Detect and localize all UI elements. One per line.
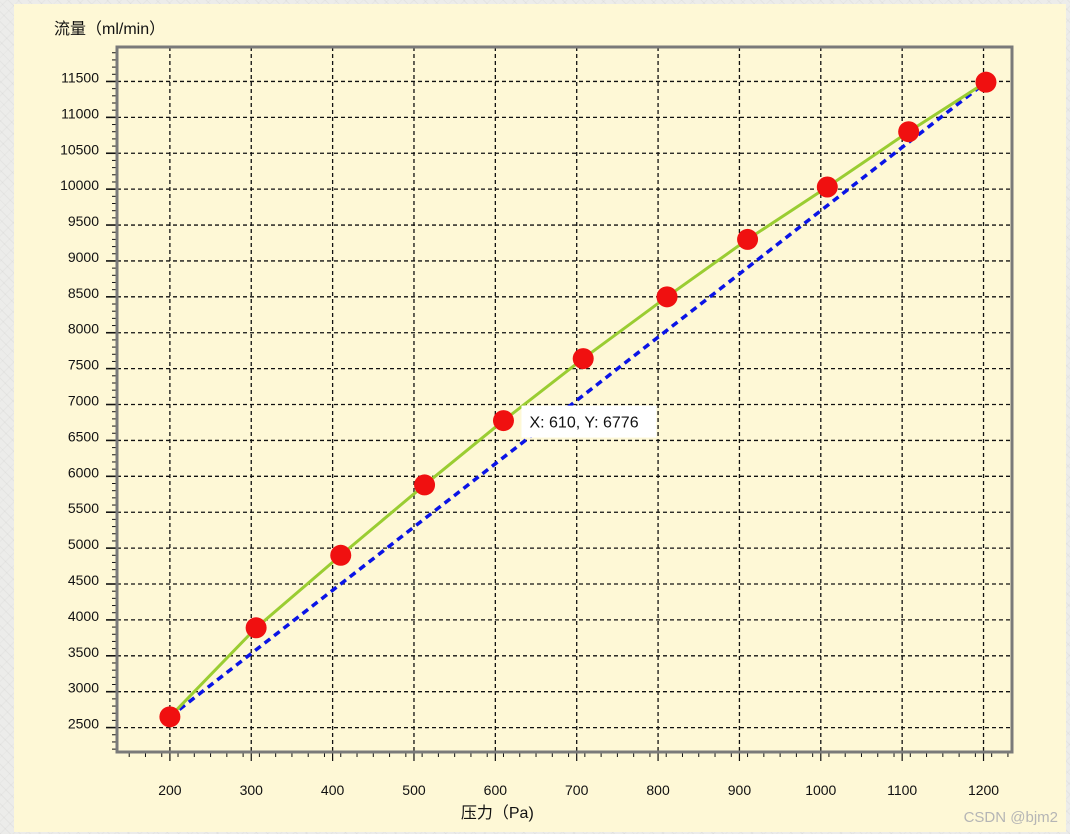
y-tick-label: 7500 bbox=[68, 357, 99, 373]
data-point[interactable] bbox=[492, 410, 514, 432]
axes: 200 300 400 500 600 700 800 900 1000 1100 1200 2500… bbox=[60, 52, 1009, 798]
data-point[interactable] bbox=[330, 544, 352, 566]
x-tick-label: 400 bbox=[321, 782, 345, 798]
data-point[interactable] bbox=[656, 286, 678, 308]
grid-lines bbox=[117, 47, 1012, 752]
x-tick-label: 1100 bbox=[887, 782, 917, 798]
series-layer bbox=[159, 71, 997, 728]
y-tick-label: 8000 bbox=[68, 321, 99, 337]
y-tick-label: 9500 bbox=[68, 213, 99, 229]
y-tick-label: 8500 bbox=[68, 285, 99, 301]
tooltip-box bbox=[521, 405, 657, 438]
y-tick-label: 4500 bbox=[68, 572, 99, 588]
dashed-series-line bbox=[168, 80, 988, 719]
x-tick-label: 1200 bbox=[968, 782, 999, 798]
x-tick-label: 200 bbox=[158, 782, 182, 798]
x-axis-title: 压力（Pa) bbox=[461, 804, 534, 822]
y-tick-label: 10000 bbox=[60, 177, 99, 193]
y-tick-label: 3500 bbox=[68, 644, 99, 660]
data-point[interactable] bbox=[816, 176, 838, 198]
watermark: CSDN @bjm2 bbox=[963, 809, 1058, 826]
x-tick-label: 900 bbox=[728, 782, 752, 798]
data-point[interactable] bbox=[245, 617, 267, 639]
y-tick-label: 6500 bbox=[68, 428, 99, 444]
x-tick-label: 600 bbox=[484, 782, 508, 798]
y-tick-label: 7000 bbox=[68, 393, 99, 409]
y-tick-label: 5500 bbox=[68, 500, 99, 516]
plot-frame bbox=[115, 45, 1014, 754]
hover-tooltip: X: 610, Y: 6776 bbox=[521, 405, 657, 438]
y-tick-label: 9000 bbox=[68, 249, 99, 265]
y-tick-label: 6000 bbox=[68, 464, 99, 480]
x-tick-label: 800 bbox=[646, 782, 670, 798]
y-tick-label: 11500 bbox=[61, 69, 99, 85]
y-tick-label: 3000 bbox=[68, 680, 99, 696]
y-axis-title: 流量（ml/min） bbox=[54, 20, 165, 38]
y-tick-label: 10500 bbox=[60, 141, 99, 157]
y-tick-label: 11000 bbox=[61, 105, 99, 121]
y-tick-label: 2500 bbox=[68, 716, 99, 732]
data-point[interactable] bbox=[737, 228, 759, 250]
data-point[interactable] bbox=[159, 706, 181, 728]
x-tick-label: 300 bbox=[240, 782, 264, 798]
x-tick-label: 500 bbox=[402, 782, 426, 798]
y-tick-label: 4000 bbox=[68, 608, 99, 624]
data-point[interactable] bbox=[975, 71, 997, 93]
x-tick-label: 1000 bbox=[805, 782, 836, 798]
data-point[interactable] bbox=[572, 348, 594, 370]
data-point[interactable] bbox=[898, 121, 920, 143]
y-tick-label: 5000 bbox=[68, 536, 99, 552]
x-tick-label: 700 bbox=[565, 782, 589, 798]
data-point[interactable] bbox=[414, 474, 436, 496]
tooltip-text: X: 610, Y: 6776 bbox=[529, 415, 638, 432]
